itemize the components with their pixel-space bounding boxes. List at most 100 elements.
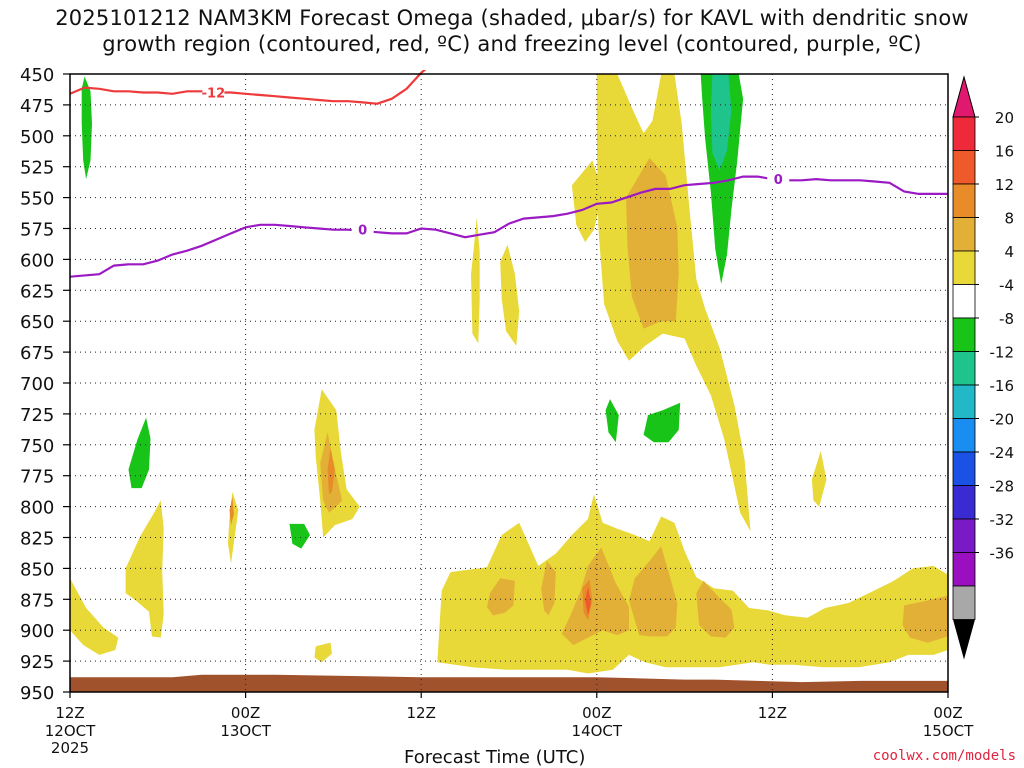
freezing-0-contour	[70, 175, 948, 278]
colorbar-segment	[952, 183, 976, 218]
omega-region	[70, 578, 119, 655]
omega-region	[81, 76, 92, 180]
y-tick-label: 725	[20, 405, 54, 426]
contour-label: -12	[202, 87, 226, 102]
y-tick-label: 675	[20, 343, 54, 364]
x-tick-label: 12Z	[55, 704, 84, 722]
y-tick-label: 950	[20, 683, 54, 704]
colorbar-label: -28	[990, 478, 1015, 496]
omega-region	[125, 500, 164, 638]
y-tick-label: 800	[20, 498, 54, 519]
omega-region	[541, 561, 556, 616]
y-tick-label: 550	[20, 189, 54, 210]
omega-region	[500, 244, 520, 346]
colorbar-segment	[952, 317, 976, 352]
omega-region	[327, 448, 335, 495]
x-tick-label: 00Z	[231, 704, 260, 722]
dendritic-12-contour	[70, 70, 427, 105]
y-tick-label: 925	[20, 652, 54, 673]
y-tick-label: 825	[20, 529, 54, 550]
contour-label-bg	[202, 84, 225, 100]
colorbar-segment	[952, 116, 976, 151]
omega-region	[605, 399, 619, 443]
colorbar-segment	[952, 250, 976, 285]
x-tick-label: 12OCT	[45, 722, 96, 740]
colorbar-bottom-arrow	[953, 619, 975, 660]
colorbar-label: -20	[990, 411, 1015, 429]
contour-label: 0	[358, 224, 367, 239]
chart-title-line-2: growth region (contoured, red, ºC) and f…	[102, 32, 922, 56]
x-tick-label: 2025	[51, 739, 89, 757]
colorbar-label: -32	[990, 511, 1015, 529]
credit-text: coolwx.com/models	[872, 748, 1016, 764]
y-tick-label: 525	[20, 158, 54, 179]
colorbar-label: 20	[995, 109, 1014, 127]
y-tick-label: 775	[20, 467, 54, 488]
colorbar-label: 4	[1004, 243, 1014, 261]
colorbar-segment	[952, 351, 976, 386]
omega-region	[471, 217, 480, 344]
omega-region	[229, 496, 234, 526]
colorbar-segment	[952, 284, 976, 319]
contour-label: 0	[774, 173, 783, 188]
omega-region	[811, 451, 827, 507]
y-tick-label: 900	[20, 621, 54, 642]
colorbar-top-arrow	[952, 75, 976, 118]
omega-region	[696, 580, 735, 638]
colorbar-segment	[952, 585, 976, 620]
y-tick-label: 575	[20, 220, 54, 241]
omega-region	[128, 417, 151, 489]
y-tick-label: 850	[20, 559, 54, 580]
omega-region	[561, 547, 629, 645]
colorbar-segment	[952, 384, 976, 419]
colorbar-segment	[952, 150, 976, 185]
colorbar-label: 16	[995, 143, 1014, 161]
y-tick-label: 625	[20, 281, 54, 302]
omega-region	[314, 642, 332, 663]
y-tick-label: 500	[20, 127, 54, 148]
y-tick-label: 475	[20, 96, 54, 117]
x-tick-label: 15OCT	[923, 722, 974, 740]
omega-region	[643, 402, 681, 443]
y-tick-label: 700	[20, 374, 54, 395]
contour-label-bg	[767, 171, 790, 187]
omega-region	[902, 595, 948, 643]
x-axis-title: Forecast Time (UTC)	[404, 747, 586, 768]
chart-title-line-1: 2025101212 NAM3KM Forecast Omega (shaded…	[55, 6, 969, 30]
omega-region	[289, 523, 310, 549]
colorbar-segment	[952, 485, 976, 520]
omega-region	[700, 74, 744, 285]
y-tick-label: 750	[20, 436, 54, 457]
x-tick-label: 00Z	[933, 704, 962, 722]
omega-region	[487, 578, 515, 616]
omega-region	[571, 160, 600, 243]
colorbar-label: -36	[990, 545, 1015, 563]
y-tick-label: 600	[20, 250, 54, 271]
terrain-fill	[70, 674, 948, 692]
omega-region	[710, 74, 732, 171]
colorbar-segment	[952, 451, 976, 486]
x-tick-label: 14OCT	[572, 722, 623, 740]
x-tick-label: 00Z	[582, 704, 611, 722]
x-tick-label: 13OCT	[220, 722, 271, 740]
x-tick-label: 12Z	[407, 704, 436, 722]
omega-region	[228, 491, 239, 564]
x-tick-label: 12Z	[758, 704, 787, 722]
colorbar-label: 12	[995, 176, 1014, 194]
colorbar-label: -8	[999, 310, 1014, 328]
y-tick-label: 450	[20, 65, 54, 86]
colorbar-label: -12	[990, 344, 1015, 362]
y-tick-label: 875	[20, 590, 54, 611]
colorbar-segment	[952, 518, 976, 553]
contour-label-bg	[351, 221, 374, 237]
colorbar-segment	[952, 217, 976, 252]
omega-region	[585, 586, 591, 616]
colorbar-label: -4	[999, 277, 1014, 295]
colorbar-label: -16	[990, 377, 1015, 395]
colorbar-label: -24	[990, 444, 1015, 462]
y-tick-label: 650	[20, 312, 54, 333]
omega-region	[626, 158, 679, 329]
colorbar-label: 8	[1004, 210, 1014, 228]
colorbar-segment	[952, 552, 976, 587]
